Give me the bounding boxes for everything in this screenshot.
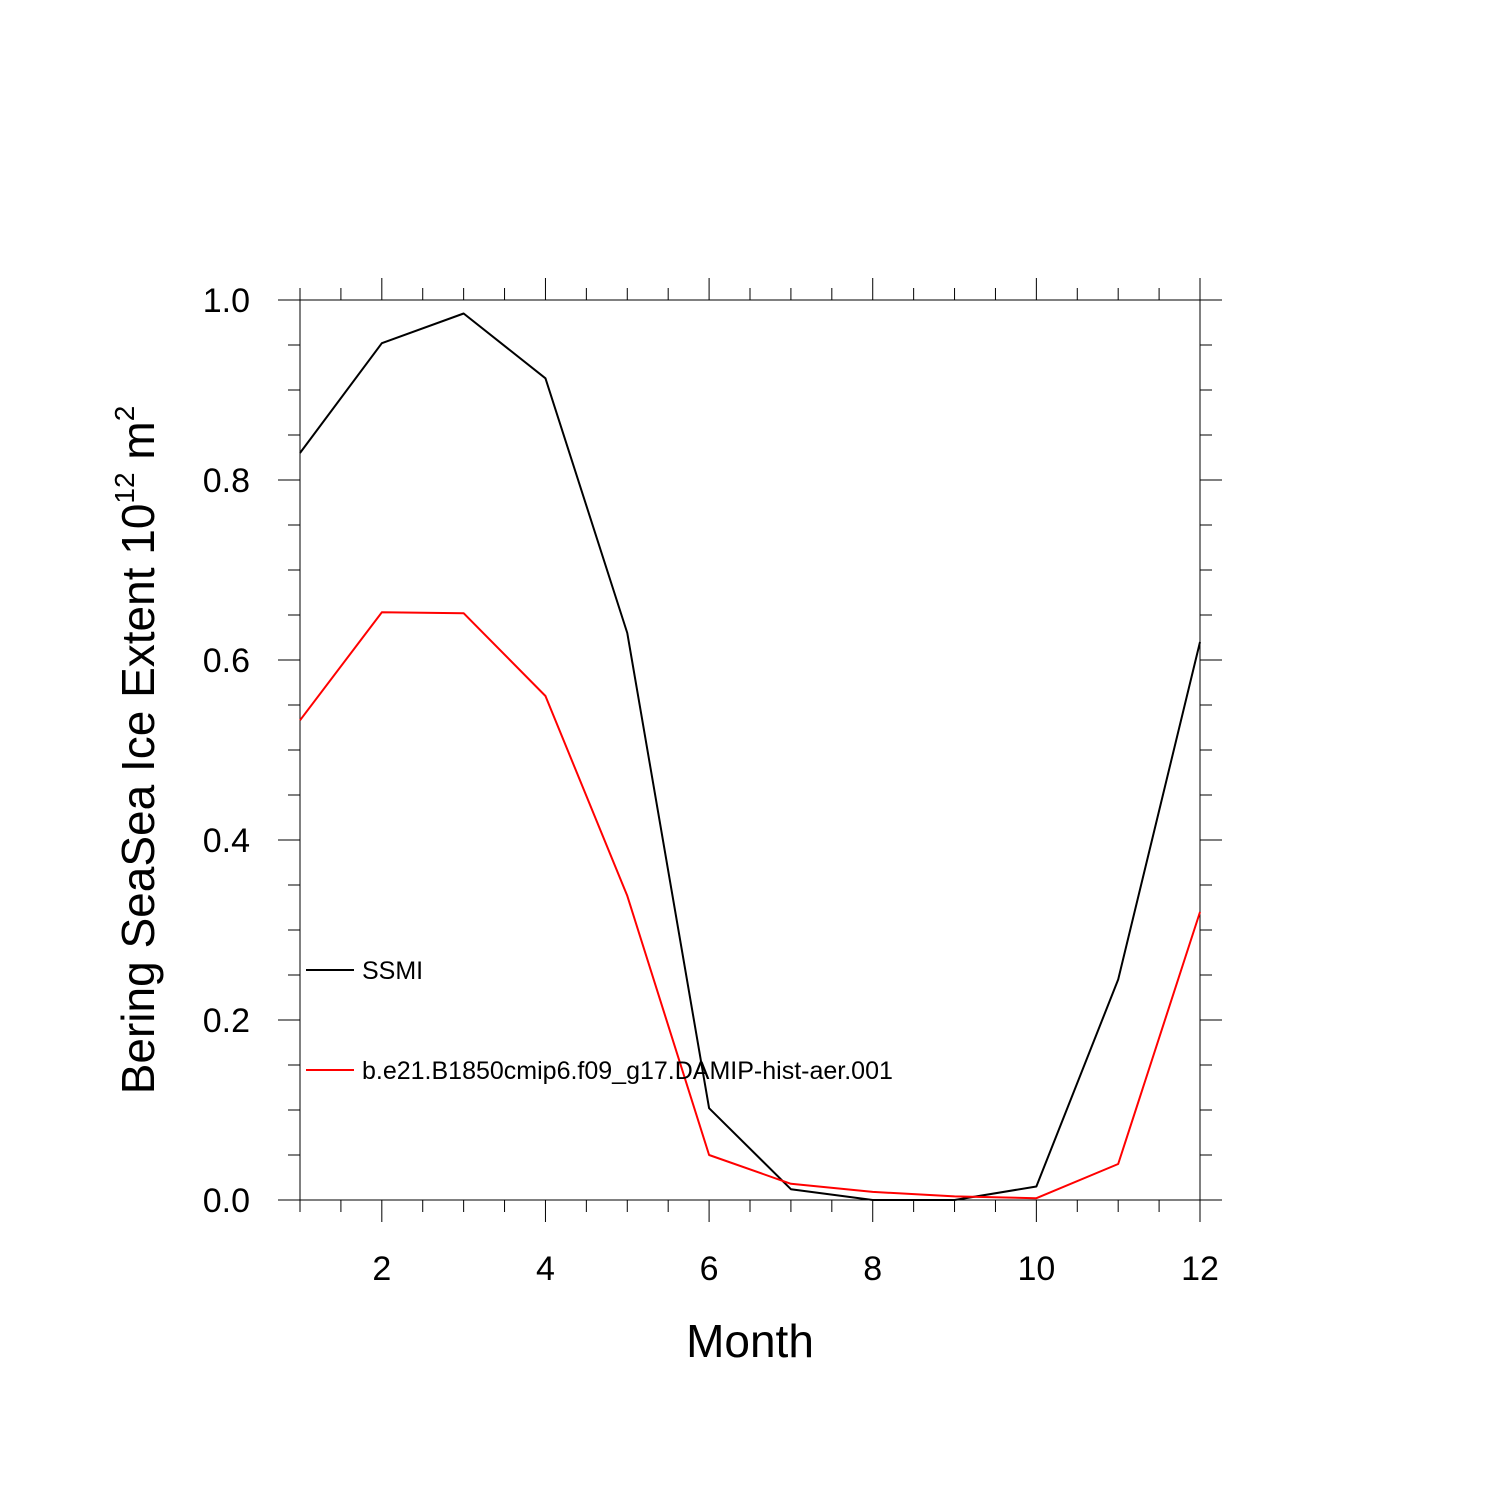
x-tick-label: 8 — [863, 1250, 882, 1288]
y-tick-label: 0.6 — [203, 642, 250, 680]
x-axis-label: Month — [686, 1315, 814, 1367]
y-axis-label-exponent: 12 — [109, 472, 140, 503]
y-tick-label: 1.0 — [203, 282, 250, 320]
y-tick-label: 0.8 — [203, 462, 250, 500]
tick-labels: 2 4 6 8 10 12 0.0 0.2 0.4 0.6 0.8 1.0 — [203, 282, 1219, 1288]
y-tick-label: 0.4 — [203, 822, 250, 860]
y-axis-label-unit: m — [112, 421, 164, 472]
x-tick-label: 4 — [536, 1250, 555, 1288]
y-tick-label: 0.2 — [203, 1002, 250, 1040]
x-tick-label: 2 — [372, 1250, 391, 1288]
y-axis-label-main: Bering SeaSea Ice Extent 10 — [112, 504, 164, 1095]
x-tick-label: 6 — [700, 1250, 719, 1288]
y-tick-label: 0.0 — [203, 1182, 250, 1220]
y-axis-label: Bering SeaSea Ice Extent 1012 m2 — [109, 406, 164, 1095]
x-tick-label: 10 — [1017, 1250, 1055, 1288]
series-line-1 — [299, 611, 1201, 1200]
x-tick-label: 12 — [1181, 1250, 1219, 1288]
y-axis-label-unit-exponent: 2 — [109, 406, 140, 422]
series-line-0 — [299, 312, 1201, 1201]
legend: SSMI b.e21.B1850cmip6.f09_g17.DAMIP-hist… — [306, 957, 893, 1085]
legend-label-ssmi: SSMI — [362, 957, 423, 985]
series-lines — [299, 312, 1201, 1201]
tick-marks — [278, 278, 1222, 1222]
legend-label-model: b.e21.B1850cmip6.f09_g17.DAMIP-hist-aer.… — [362, 1057, 893, 1085]
